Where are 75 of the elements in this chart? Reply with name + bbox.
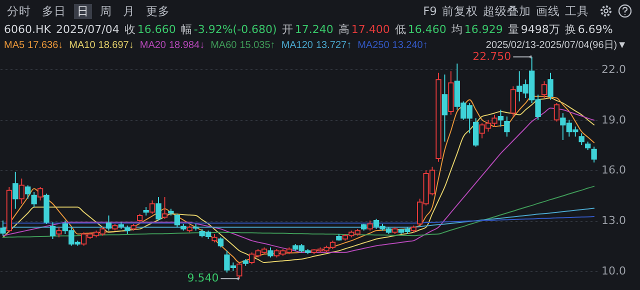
candlestick bbox=[510, 86, 516, 117]
candlestick bbox=[498, 109, 504, 128]
text: 前复权 bbox=[442, 4, 478, 18]
text: MA120 bbox=[281, 40, 313, 50]
candlestick bbox=[174, 213, 180, 228]
y-tick-label: 10.0 bbox=[602, 264, 626, 278]
y-tick-label: 13.0 bbox=[602, 214, 626, 228]
text: 6.69% bbox=[578, 22, 613, 36]
text: 17.400 bbox=[351, 22, 390, 36]
text: 月 bbox=[122, 4, 136, 18]
annotation: 22.750 bbox=[472, 50, 512, 63]
text: 高 bbox=[338, 22, 350, 36]
text: 16.660 bbox=[137, 22, 176, 36]
text: MA20 bbox=[140, 40, 166, 50]
text: 幅 bbox=[180, 22, 192, 36]
candlestick bbox=[367, 220, 373, 232]
annotation: 17.636↓ bbox=[28, 40, 64, 50]
text: 16.929 bbox=[464, 22, 503, 36]
candlestick bbox=[541, 80, 548, 99]
text: 6060.HK bbox=[4, 22, 51, 36]
annotation: 13.240↑ bbox=[392, 40, 428, 50]
y-tick-label: 19.0 bbox=[602, 113, 626, 126]
candlestick bbox=[56, 226, 62, 238]
annotation: 18.984↓ bbox=[169, 40, 205, 50]
text: 分时 bbox=[6, 4, 32, 18]
candlestick bbox=[31, 192, 37, 208]
candlestick bbox=[268, 246, 274, 258]
candlestick bbox=[18, 178, 24, 204]
y-tick-label: 22.0 bbox=[602, 62, 626, 76]
candlestick bbox=[548, 72, 554, 100]
candlestick bbox=[25, 184, 31, 200]
text: 收 bbox=[124, 22, 136, 36]
text: 更多 bbox=[145, 4, 171, 18]
text: -3.92%(-0.680) bbox=[194, 22, 277, 36]
annotation: 9.540 bbox=[187, 272, 219, 285]
text: 9498万 bbox=[520, 22, 560, 36]
text: 日 bbox=[74, 4, 92, 18]
text: MA10 bbox=[69, 40, 96, 50]
candlestick bbox=[504, 116, 510, 138]
text: MA250 bbox=[358, 40, 390, 50]
candlestick bbox=[156, 196, 162, 222]
text: 超级叠加 bbox=[483, 4, 531, 18]
candlestick bbox=[218, 236, 224, 248]
candlestick bbox=[37, 186, 44, 201]
text: 16.460 bbox=[408, 22, 446, 36]
text: 换 bbox=[564, 22, 576, 36]
text: MA60 bbox=[210, 40, 237, 50]
candlestick bbox=[591, 146, 597, 163]
text: F9 bbox=[423, 4, 437, 18]
candlestick bbox=[106, 215, 112, 232]
text: 开 bbox=[282, 22, 293, 36]
candlestick bbox=[162, 196, 168, 220]
text: MA5 bbox=[4, 40, 25, 50]
candlestick bbox=[554, 102, 560, 122]
candlestick bbox=[0, 220, 6, 236]
text: 2025/07/04 bbox=[56, 22, 120, 36]
candlestick bbox=[442, 74, 448, 142]
text: 工具 bbox=[565, 4, 589, 18]
annotation: 18.697↓ bbox=[98, 40, 134, 50]
text: 量 bbox=[508, 22, 519, 36]
annotation: 15.035↑ bbox=[240, 40, 276, 50]
y-tick-label: 16.0 bbox=[602, 164, 626, 177]
candlestick bbox=[578, 132, 584, 146]
annotation: 2025/02/13-2025/07/04(96日)▼ bbox=[486, 39, 627, 52]
text: 画线 bbox=[536, 4, 560, 18]
text: 周 bbox=[99, 4, 113, 18]
candlestick bbox=[12, 171, 18, 210]
candlestick bbox=[50, 222, 56, 240]
text: 17.240 bbox=[294, 22, 334, 36]
annotation: 13.727↑ bbox=[316, 40, 352, 50]
text: 低 bbox=[394, 22, 406, 36]
candlestick bbox=[149, 200, 156, 214]
text: 均 bbox=[451, 22, 462, 36]
text: 多日 bbox=[41, 4, 67, 18]
candlestick bbox=[472, 118, 479, 148]
